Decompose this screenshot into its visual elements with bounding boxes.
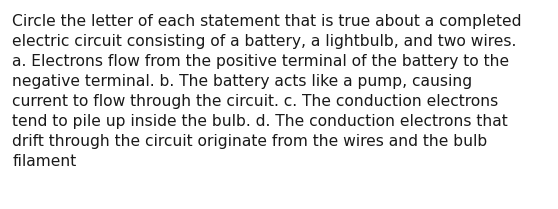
Text: Circle the letter of each statement that is true about a completed
electric circ: Circle the letter of each statement that…	[12, 14, 522, 169]
